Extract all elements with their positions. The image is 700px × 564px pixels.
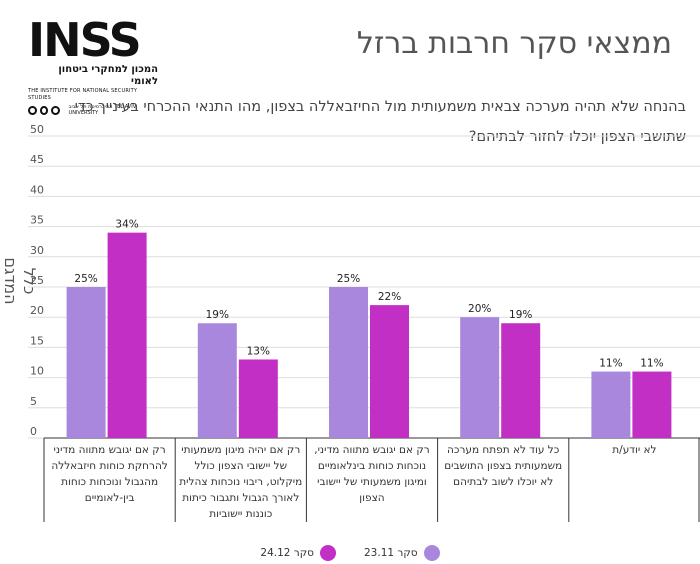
inss-logo: INSS המכון למחקרי ביטחון לאומי THE INSTI… [28,13,158,116]
y-tick-label: 5 [30,395,37,408]
legend-label: סקר 23.11 [364,547,418,559]
bar [591,371,631,438]
y-tick-label: 45 [30,153,44,166]
bar [66,287,106,438]
logo-english-name: THE INSTITUTE FOR NATIONAL SECURITY STUD… [28,88,138,101]
x-tick-label: כל עוד לא תפתח מערכה משמעותית בצפון התוש… [444,444,563,488]
data-label: 11% [640,358,663,370]
bar [460,317,500,438]
logo-circle-icon [51,105,60,115]
data-label: 22% [378,291,401,303]
y-tick-label: 30 [30,244,44,257]
bar-chart: 0 5 10 15 20 25 30 35 40 45 50 25% 34% 19% 13% 25% 22% 20… [28,123,700,522]
y-tick-label: 20 [30,304,44,317]
x-tick-label: רק אם יהיה מיגון משמעותי של יישובי הצפון… [179,444,303,520]
y-tick-label: 10 [30,365,44,378]
data-label: 34% [115,219,138,231]
legend-item-2311: סקר 23.11 [364,545,440,561]
chart-legend: סקר 23.11 סקר 24.12 [0,545,700,561]
data-label: 19% [509,309,532,321]
page-title: ממצאי סקר חרבות ברזל [356,26,672,61]
legend-item-2412: סקר 24.12 [260,545,336,561]
x-tick-label: רק אם יגובש מתווה מדיני להרחקת כוחות חיז… [51,444,168,504]
y-tick-label: 0 [30,425,37,438]
bar [370,305,409,438]
bar [238,359,278,438]
y-tick-label: 50 [30,123,44,136]
legend-swatch [423,545,440,561]
data-label: 25% [337,273,360,285]
logo-circle-icon [28,105,37,115]
y-tick-label: 40 [30,183,44,196]
legend-swatch [320,545,336,561]
data-label: 13% [247,345,270,357]
x-tick-label: לא יודע/ת [612,444,657,456]
data-label: 20% [468,303,491,315]
logo-circle-icon [39,105,49,115]
bar [632,371,672,438]
logo-wordmark: INSS [28,13,142,67]
survey-question: בהנחה שלא תהיה מערכה צבאית משמעותית מול … [74,99,686,145]
bar [197,323,237,438]
data-label: 11% [599,358,622,370]
bar [329,287,368,438]
bar [501,323,541,438]
data-label: 19% [206,309,229,321]
logo-university: אוניברסיטת תל אביב TEL AVIV UNIVERSITY [28,104,158,116]
bar [107,232,147,438]
y-tick-label: 35 [30,214,44,227]
legend-label: סקר 24.12 [260,547,314,559]
logo-university-text: אוניברסיטת תל אביב TEL AVIV UNIVERSITY [68,104,137,116]
data-label: 25% [74,273,97,285]
x-tick-label: רק אם יגובש מתווה מדיני, נוכחות כוחות בי… [314,444,430,504]
y-tick-label: 15 [30,334,44,347]
logo-hebrew-name: המכון למחקרי ביטחון לאומי [58,64,158,87]
y-tick-label: 25 [30,274,44,287]
